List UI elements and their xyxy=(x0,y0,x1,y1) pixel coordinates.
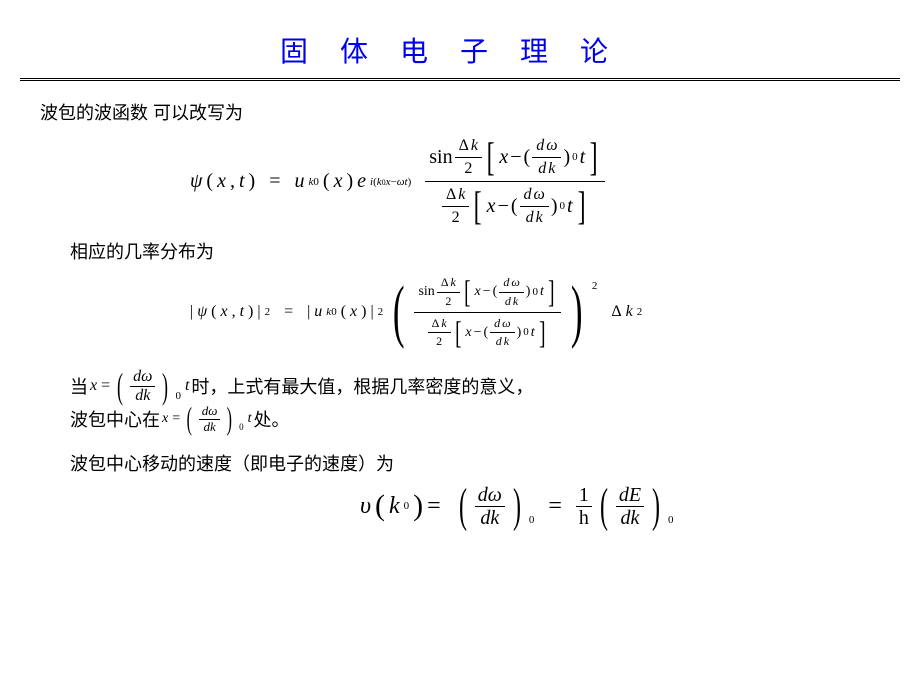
psi-symbol: ψ xyxy=(190,170,202,193)
equation-2: |ψ (x,t) |2 = |uk0 (x) |2 ( sin Δk2 [ x−… xyxy=(40,272,880,352)
text-line-4: 波包中心在 x= ( dωdk )0 t 处。 xyxy=(40,404,880,434)
equation-1: ψ ( x , t ) = uk0 (x) ei(k0x−ωt) sin Δk2… xyxy=(40,133,880,230)
sinc-fraction: sin Δk2 [ x−( dωdk )0t ] Δk2 [ x−( dωdk … xyxy=(425,133,604,230)
text-line-5: 波包中心移动的速度（即电子的速度）为 xyxy=(40,450,880,476)
var-t: t xyxy=(239,170,245,193)
upsilon: υ xyxy=(360,493,371,520)
inline-eq-2: x= ( dωdk )0 t xyxy=(162,404,252,434)
var-u: u xyxy=(295,170,305,193)
text-line-2: 相应的几率分布为 xyxy=(40,238,880,264)
equation-3: υ (k0) = ( dωdk )0 = 1h ( dEdk )0 xyxy=(40,484,880,529)
rparen: ) xyxy=(249,170,256,193)
content-area: 波包的波函数 可以改写为 ψ ( x , t ) = uk0 (x) ei(k0… xyxy=(0,81,920,529)
var-e: e xyxy=(357,170,366,193)
center-at-text: 波包中心在 xyxy=(70,406,160,432)
text-line-1: 波包的波函数 可以改写为 xyxy=(40,99,880,125)
then-text: 时，上式有最大值，根据几率密度的意义， xyxy=(191,373,533,399)
lparen: ( xyxy=(206,170,213,193)
text-line-3: 当 x= ( dωdk )0 t 时，上式有最大值，根据几率密度的意义， xyxy=(40,368,880,404)
page-title: 固体电子理论 xyxy=(20,0,900,81)
equals: = xyxy=(269,170,280,193)
when-text: 当 xyxy=(70,373,88,399)
location-text: 处。 xyxy=(254,406,290,432)
comma: , xyxy=(230,170,235,193)
var-x: x xyxy=(217,170,226,193)
inline-eq-1: x= ( dωdk )0 t xyxy=(90,368,189,404)
